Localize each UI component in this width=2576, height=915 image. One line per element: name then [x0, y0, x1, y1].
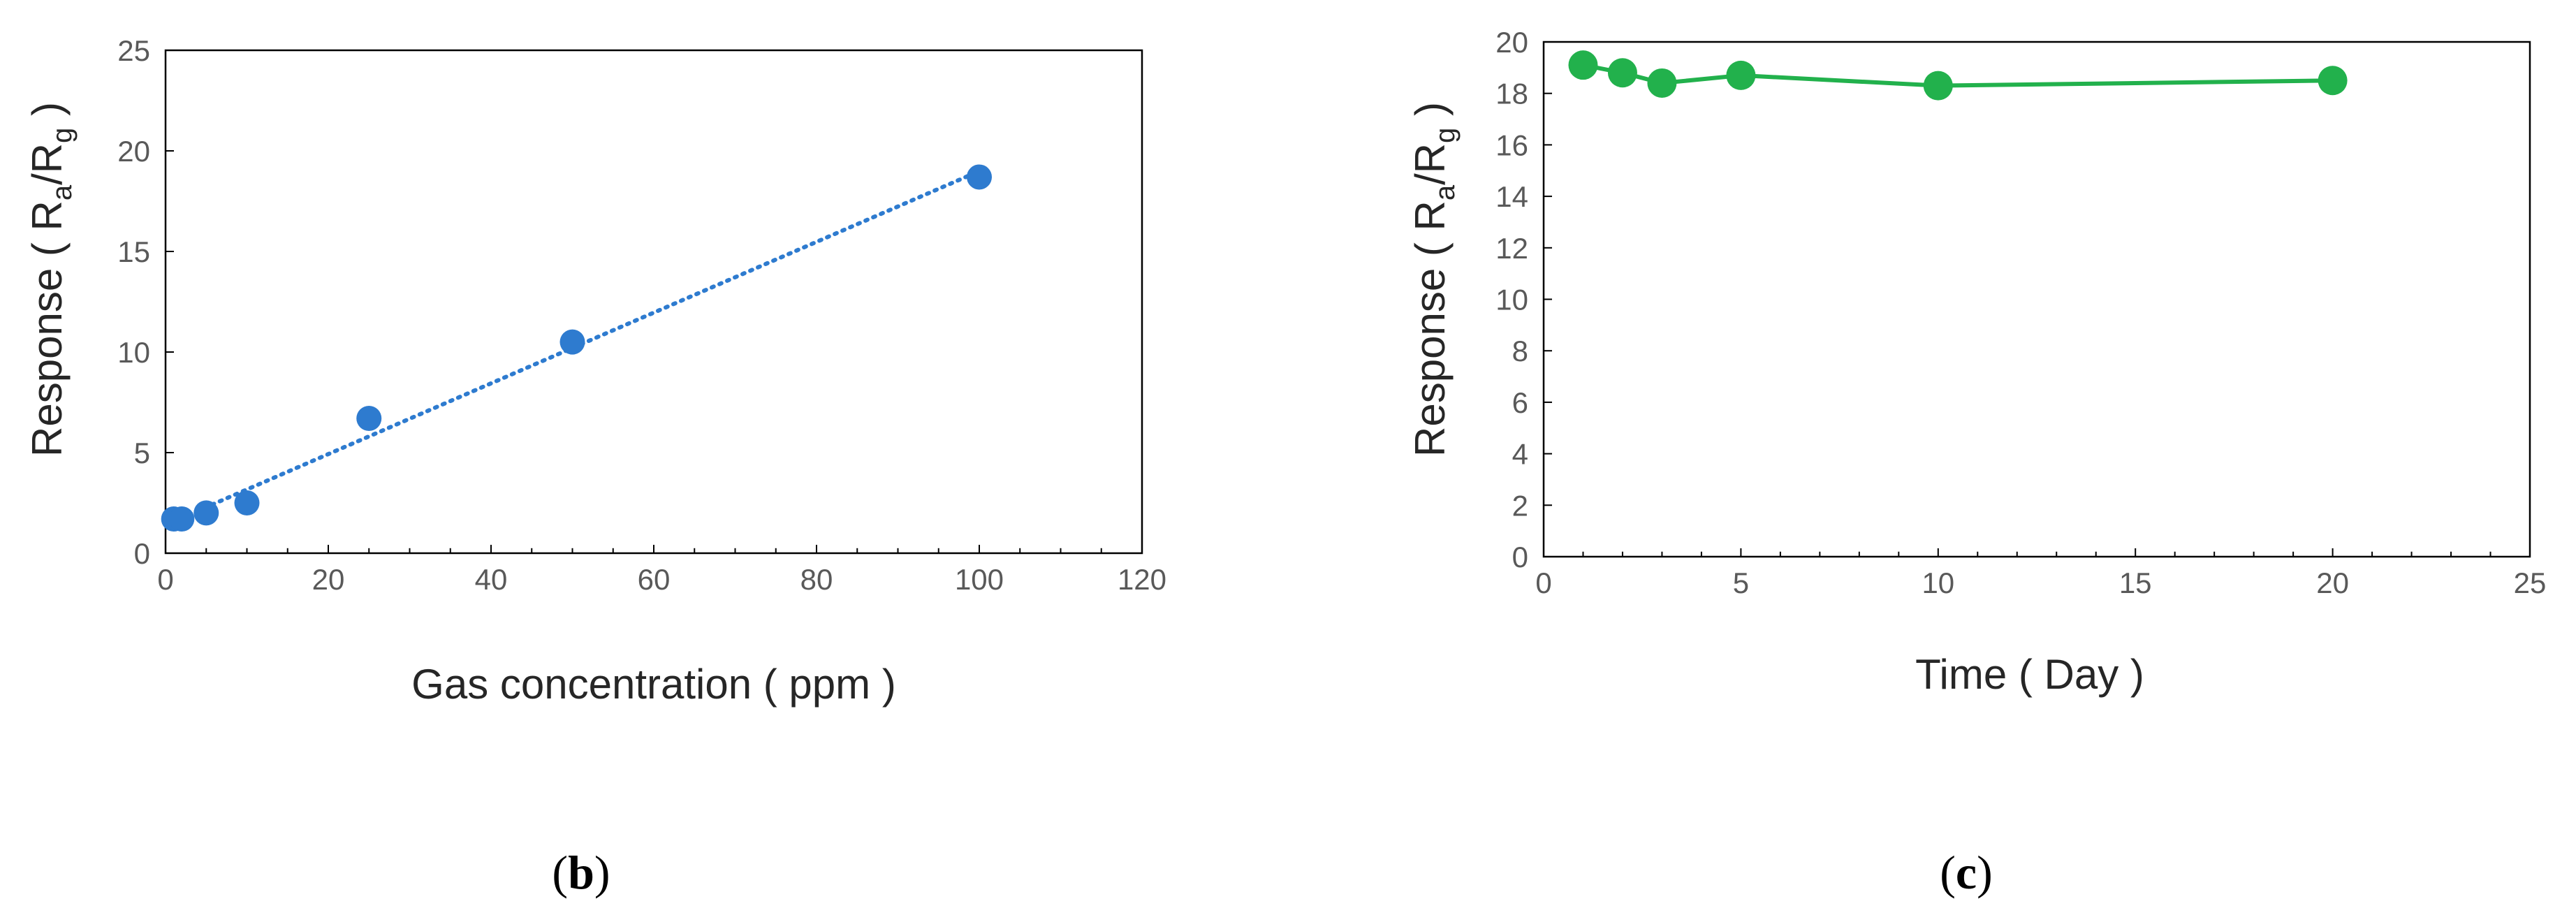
chart-c-y-tick-label: 8 — [1512, 335, 1528, 367]
chart-b-data-point — [967, 164, 992, 190]
chart-c-data-point — [2318, 66, 2348, 96]
chart-b-y-tick-label: 10 — [117, 336, 150, 369]
chart-c-x-tick-label: 15 — [2119, 566, 2152, 599]
chart-c-y-label-suffix: ) — [1407, 102, 1454, 128]
chart-c-y-tick-label: 16 — [1495, 129, 1528, 161]
chart-c-data-point — [1607, 58, 1637, 88]
chart-b-data-point — [193, 500, 219, 526]
chart-b-x-tick-label: 20 — [312, 563, 345, 596]
chart-c-x-axis-label: Time ( Day ) — [1915, 651, 2144, 698]
chart-c-x-tick-label: 5 — [1733, 566, 1749, 599]
chart-c-x-tick-label: 0 — [1535, 566, 1551, 599]
chart-c-y-tick-label: 18 — [1495, 78, 1528, 110]
chart-c-series-line — [1582, 63, 2333, 88]
chart-c-x-tick-label: 20 — [2316, 566, 2349, 599]
chart-b-y-tick-label: 15 — [117, 235, 150, 268]
chart-b-data-point — [234, 490, 260, 515]
chart-b-x-axis-label: Gas concentration ( ppm ) — [411, 661, 896, 708]
chart-b-x-tick-label: 0 — [157, 563, 173, 596]
chart-c-y-tick-label: 2 — [1512, 489, 1528, 522]
chart-b-y-label-suffix: ) — [24, 102, 71, 128]
chart-b-x-tick-label: 40 — [475, 563, 508, 596]
chart-b: 0 20 40 60 80 100 120 0 5 10 15 20 25 Gas concentrat… — [24, 34, 1166, 899]
chart-b-y-label-sub-a: a — [47, 184, 78, 200]
chart-c-panel-label: (c) — [1940, 846, 1993, 899]
chart-c-y-tick-label: 10 — [1495, 284, 1528, 316]
chart-c-data-points — [1568, 50, 2348, 101]
chart-c-y-tick-label: 20 — [1495, 26, 1528, 59]
chart-b-y-tick-label: 25 — [117, 34, 150, 67]
chart-c-y-axis-label: Response ( Ra/Rg ) — [1407, 102, 1461, 457]
chart-c-data-point — [1647, 68, 1677, 98]
chart-b-x-tick-label: 100 — [955, 563, 1004, 596]
chart-c-y-tick-label: 4 — [1512, 438, 1528, 471]
chart-b-x-tick-label: 60 — [638, 563, 671, 596]
chart-b-data-point — [169, 506, 195, 532]
chart-b-y-label-sub-g: g — [47, 128, 78, 143]
chart-c-y-tick-label: 6 — [1512, 386, 1528, 419]
chart-c-x-tick-label: 25 — [2514, 566, 2547, 599]
chart-b-y-tick-label: 5 — [134, 437, 150, 469]
chart-b-y-label-mid: /R — [24, 143, 71, 185]
chart-c-y-tick-label: 14 — [1495, 180, 1528, 213]
chart-c-data-point — [1726, 60, 1756, 90]
chart-b-y-label-prefix: Response ( R — [24, 200, 71, 457]
chart-c-x-tick-label: 10 — [1922, 566, 1954, 599]
chart-b-panel-label: (b) — [552, 846, 610, 899]
chart-c-y-label-sub-a: a — [1430, 184, 1461, 200]
chart-b-data-points — [161, 164, 992, 532]
chart-c-data-point — [1568, 50, 1598, 80]
chart-b-y-tick-label: 20 — [117, 135, 150, 168]
chart-c-axes — [1542, 41, 2531, 558]
chart-b-axes — [164, 49, 1143, 555]
chart-c-y-label-mid: /R — [1407, 143, 1454, 185]
chart-b-data-point — [356, 406, 382, 432]
chart-c-y-label-sub-g: g — [1430, 128, 1461, 143]
chart-c-data-point — [1923, 71, 1953, 101]
chart-b-tick-labels: 0 20 40 60 80 100 120 0 5 10 15 20 25 — [117, 34, 1166, 596]
chart-b-y-tick-label: 0 — [134, 537, 150, 570]
chart-b-x-tick-label: 80 — [800, 563, 833, 596]
chart-c-series-polyline — [1582, 63, 2333, 88]
chart-b-y-axis-label: Response ( Ra/Rg ) — [24, 102, 78, 457]
chart-c-plot-frame — [1542, 41, 2531, 558]
chart-c: 0 5 10 15 20 25 0 2 4 6 8 10 12 14 16 18 20 Time ( Day )… — [1407, 26, 2546, 899]
chart-b-x-tick-label: 120 — [1118, 563, 1166, 596]
chart-c-y-label-prefix: Response ( R — [1407, 200, 1454, 457]
chart-c-tick-labels: 0 5 10 15 20 25 0 2 4 6 8 10 12 14 16 18 20 — [1495, 26, 2546, 599]
chart-b-data-point — [559, 329, 585, 355]
chart-c-y-tick-label: 12 — [1495, 232, 1528, 265]
chart-c-y-tick-label: 0 — [1512, 541, 1528, 573]
chart-b-plot-frame — [164, 49, 1143, 555]
